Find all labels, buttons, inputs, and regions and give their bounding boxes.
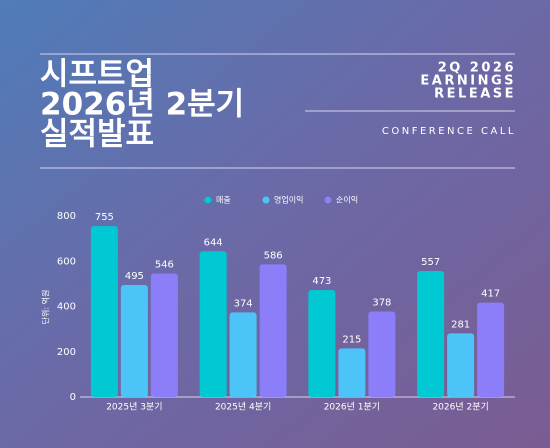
legend-swatch	[262, 196, 270, 204]
x-tick-label: 2026년 2분기	[432, 402, 488, 413]
y-tick-label: 0	[70, 392, 76, 403]
subtitle-line: EARNINGS	[420, 74, 516, 89]
title-line: 시프트업	[40, 57, 154, 93]
bar	[477, 302, 505, 397]
bar	[308, 289, 336, 397]
y-tick-label: 400	[57, 302, 76, 313]
x-tick-label: 2025년 3분기	[106, 402, 162, 413]
subtitle-line: 2Q 2026	[438, 61, 516, 76]
data-label: 546	[155, 259, 174, 270]
subtitle-line: RELEASE	[434, 87, 516, 102]
y-tick-label: 200	[57, 347, 76, 358]
annotation: CONFERENCE CALL	[382, 126, 516, 137]
legend-swatch	[324, 196, 332, 204]
data-label: 473	[312, 276, 331, 287]
x-tick-label: 2025년 4분기	[215, 402, 271, 413]
legend-label: 영업이익	[274, 195, 303, 205]
data-label: 374	[234, 298, 253, 309]
bar	[338, 348, 366, 397]
bar	[259, 264, 287, 397]
data-label: 644	[204, 237, 223, 248]
title-line: 2026년 2분기	[40, 87, 244, 123]
data-label: 215	[342, 334, 361, 345]
bar	[199, 251, 227, 397]
bar	[417, 270, 445, 397]
data-label: 557	[421, 257, 440, 268]
data-label: 495	[125, 271, 144, 282]
legend-swatch	[204, 196, 212, 204]
y-tick-label: 800	[57, 211, 76, 222]
title: 시프트업 2026년 2분기 실적발표	[40, 57, 244, 153]
y-axis-label: 단위: 억원	[41, 290, 51, 325]
data-label: 281	[451, 319, 470, 330]
data-label: 755	[95, 212, 114, 223]
data-label: 417	[481, 289, 500, 300]
bar	[90, 226, 118, 397]
bar	[368, 311, 396, 397]
bar	[120, 285, 148, 397]
x-tick-label: 2026년 1분기	[324, 402, 380, 413]
data-label: 378	[372, 297, 391, 308]
legend-label: 매출	[216, 195, 231, 205]
subtitle: 2Q 2026 EARNINGS RELEASE	[420, 61, 516, 102]
title-line: 실적발표	[40, 117, 154, 153]
plot: 0 200 400 600 800 매출 영업이익 순이익 2025년 3분기 755 495 546…	[57, 195, 515, 413]
bar	[447, 333, 475, 397]
data-label: 586	[264, 250, 283, 261]
bar	[150, 273, 178, 397]
bar	[229, 312, 257, 397]
legend-label: 순이익	[336, 195, 358, 205]
y-tick-label: 600	[57, 256, 76, 267]
